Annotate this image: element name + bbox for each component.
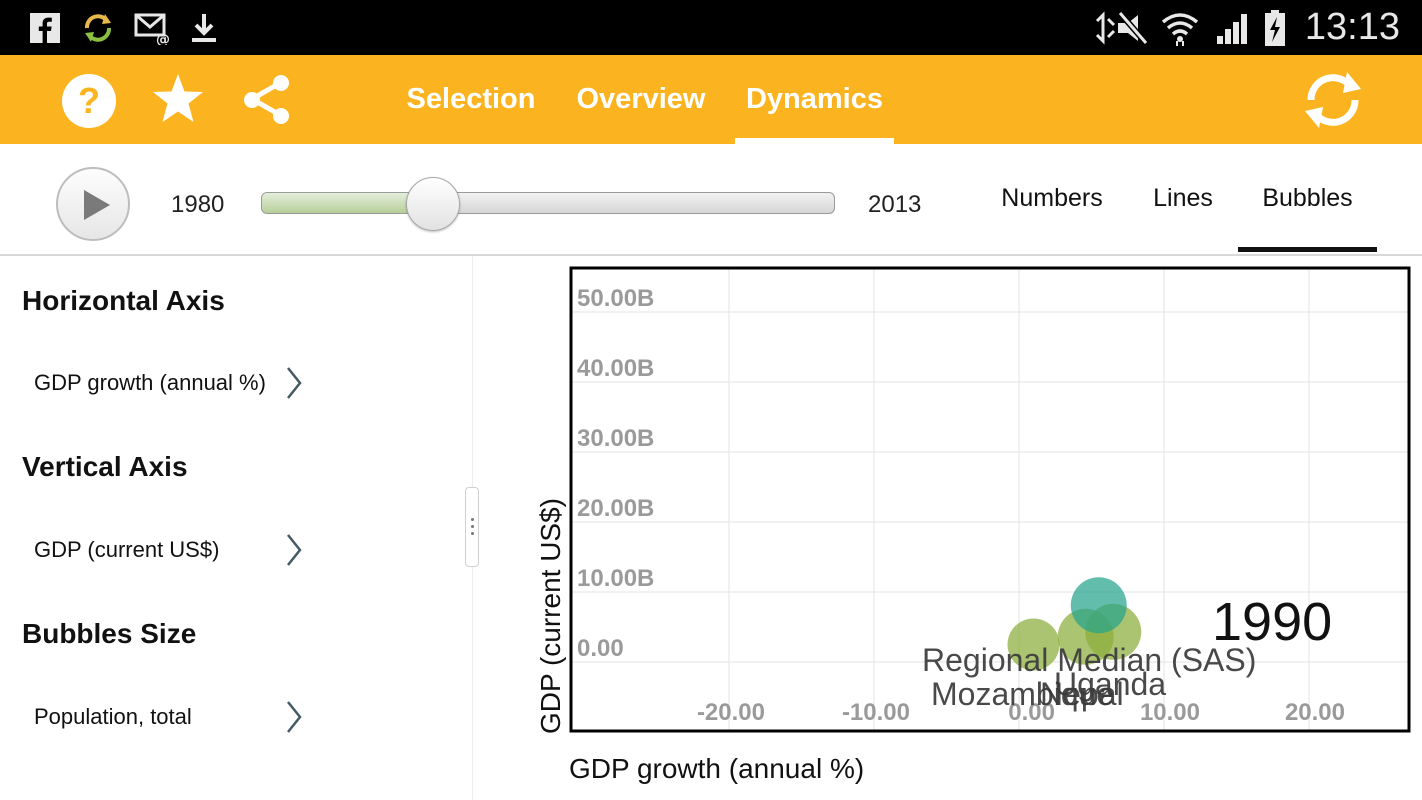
tab-selection-label: Selection xyxy=(406,83,536,115)
tab-overview-label: Overview xyxy=(576,83,706,115)
x-tick-label: 0.00 xyxy=(1008,699,1055,726)
facebook-icon xyxy=(28,10,62,46)
horizontal-axis-value: GDP growth (annual %) xyxy=(34,370,266,395)
sync-icon xyxy=(80,10,116,46)
mute-icon xyxy=(1094,10,1152,46)
bubbles-size-title: Bubbles Size xyxy=(22,618,197,649)
download-icon xyxy=(188,10,220,46)
bubbles-size-value: Population, total xyxy=(34,704,192,729)
tab-dynamics[interactable]: Dynamics xyxy=(735,55,894,144)
y-tick-label: 10.00B xyxy=(577,565,654,592)
year-slider-track[interactable] xyxy=(261,192,835,214)
chevron-right-icon[interactable] xyxy=(284,699,304,735)
axis-settings-sidebar: Horizontal Axis GDP growth (annual %) Ve… xyxy=(0,256,473,800)
y-tick-label: 40.00B xyxy=(577,355,654,382)
svg-text:?: ? xyxy=(78,80,100,121)
bubble-label: Nepal xyxy=(1040,676,1124,712)
share-icon[interactable] xyxy=(240,73,294,127)
mail-icon: @ xyxy=(134,10,172,46)
y-tick-label: 20.00B xyxy=(577,495,654,522)
x-axis-title: GDP growth (annual %) xyxy=(569,753,864,784)
x-tick-label: 10.00 xyxy=(1140,699,1200,726)
chevron-right-icon[interactable] xyxy=(284,365,304,401)
plot-area xyxy=(571,268,1409,731)
mode-tab-numbers[interactable]: Numbers xyxy=(990,144,1114,252)
plot-frame xyxy=(569,266,1411,733)
mode-tab-bubbles-label: Bubbles xyxy=(1262,183,1353,212)
y-axis-title: GDP (current US$) xyxy=(535,498,566,734)
year-slider-thumb[interactable] xyxy=(406,177,461,231)
mode-tab-lines[interactable]: Lines xyxy=(1140,144,1226,252)
bubble-label: Regional Median (SAS) xyxy=(922,642,1256,678)
refresh-icon[interactable] xyxy=(1298,65,1368,135)
chevron-right-icon[interactable] xyxy=(284,532,304,568)
signal-icon xyxy=(1214,10,1252,46)
year-slider-fill xyxy=(262,193,435,213)
vertical-axis-value: GDP (current US$) xyxy=(34,537,220,562)
bubble-label: Mozambique xyxy=(931,676,1114,712)
active-tab-indicator xyxy=(735,138,894,144)
active-mode-indicator xyxy=(1238,247,1377,252)
play-button[interactable] xyxy=(56,167,130,241)
mode-tab-lines-label: Lines xyxy=(1153,183,1213,212)
vertical-axis-selector[interactable]: GDP (current US$) xyxy=(34,537,284,563)
svg-text:@: @ xyxy=(156,32,170,45)
horizontal-axis-selector[interactable]: GDP growth (annual %) xyxy=(34,370,314,396)
play-icon xyxy=(84,190,110,220)
tab-overview[interactable]: Overview xyxy=(566,55,716,144)
end-year-label: 2013 xyxy=(868,191,922,218)
year-watermark: 1990 xyxy=(1212,592,1332,652)
y-tick-label: 30.00B xyxy=(577,425,654,452)
sidebar-resize-handle[interactable] xyxy=(465,487,479,567)
mode-tab-bubbles[interactable]: Bubbles xyxy=(1238,144,1377,252)
battery-icon xyxy=(1262,10,1288,46)
x-tick-label: -20.00 xyxy=(697,699,765,726)
action-bar: ? Selection Overview Dynamics xyxy=(0,55,1422,144)
favorite-star-icon[interactable] xyxy=(150,71,206,127)
x-tick-label: -10.00 xyxy=(842,699,910,726)
mode-tab-numbers-label: Numbers xyxy=(1001,183,1103,212)
vertical-axis-title: Vertical Axis xyxy=(22,451,188,482)
playback-controls: 1980 2013 Numbers Lines Bubbles xyxy=(0,144,1422,256)
y-tick-label: 0.00 xyxy=(577,635,624,662)
tab-selection[interactable]: Selection xyxy=(396,55,546,144)
bubble-label: Uganda xyxy=(1054,666,1166,702)
bubbles-size-selector[interactable]: Population, total xyxy=(34,704,284,730)
tab-dynamics-label: Dynamics xyxy=(745,83,883,115)
bubble xyxy=(1007,618,1060,671)
y-tick-label: 50.00B xyxy=(577,285,654,312)
x-tick-label: 20.00 xyxy=(1285,699,1345,726)
bubble xyxy=(1070,577,1127,634)
status-bar: @ 13:13 xyxy=(0,0,1422,55)
horizontal-axis-title: Horizontal Axis xyxy=(22,285,225,316)
start-year-label: 1980 xyxy=(171,191,225,218)
help-icon[interactable]: ? xyxy=(60,72,118,130)
wifi-icon xyxy=(1160,10,1200,46)
status-clock: 13:13 xyxy=(1304,6,1400,48)
